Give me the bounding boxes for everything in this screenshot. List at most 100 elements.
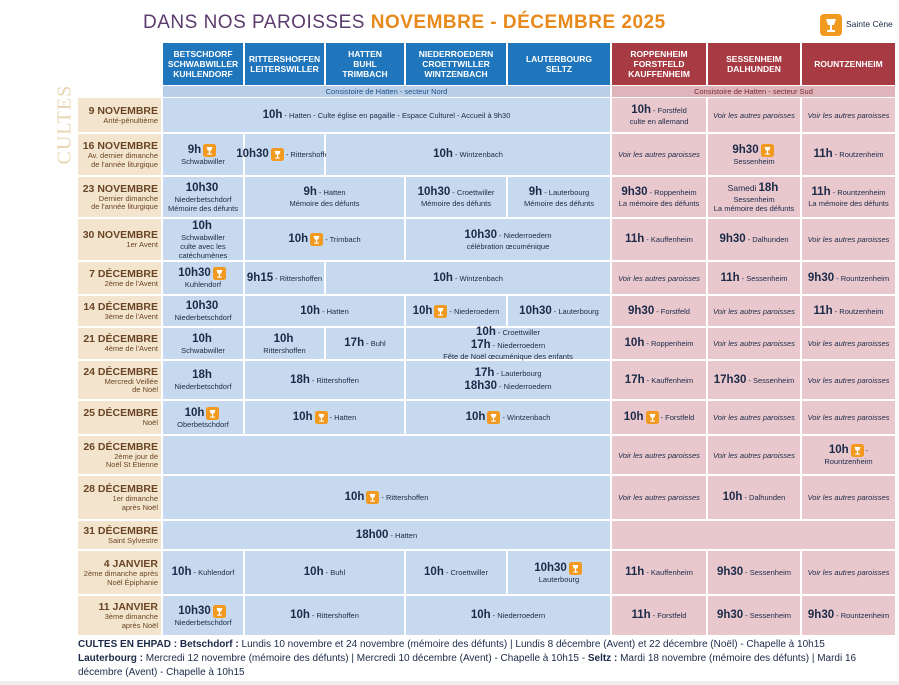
service-cell: 17h - Lauterbourg 18h30- Niederroedern — [406, 361, 610, 399]
service-time: 10h — [433, 271, 453, 284]
service-time: 18h — [290, 373, 310, 386]
date-sub: de l'année liturgique — [91, 202, 158, 211]
date-sub: 4ème de l'Avent — [104, 344, 158, 354]
service-cell: 9h30 Sessenheim — [708, 134, 800, 175]
date-sub: Av. dernier dimanche — [87, 151, 158, 160]
date-cell: 4 JANVIER 2ème dimanche après Noël Épiphan… — [78, 551, 161, 594]
service-time: 10h — [828, 444, 849, 456]
title-main: DANS NOS PAROISSES — [143, 12, 365, 33]
service-entry: 9h30- Forstfeld — [628, 305, 690, 318]
date-sub: 2ème de l'Avent — [104, 278, 158, 288]
service-note: Lauterbourg — [538, 574, 580, 584]
service-note: Schwabwiller — [181, 156, 225, 166]
service-place: - Hatten — [329, 413, 357, 422]
service-entry: 10h - Wintzenbach — [433, 272, 503, 285]
service-cell: 9h30- Roppenheim La mémoire des défunts — [612, 177, 706, 217]
date: 30 NOVEMBRE — [82, 229, 158, 242]
service-entry: 10h30 — [186, 300, 221, 313]
service-cell: 10h Schwabwiller — [163, 328, 243, 359]
service-entry: 17h - Buhl — [344, 337, 385, 350]
header-line: KAUFFENHEIM — [628, 69, 690, 79]
service-note: Schwabwiller — [181, 232, 225, 242]
cene-icon — [206, 406, 220, 420]
service-cell: Voir les autres paroisses — [802, 476, 895, 519]
cene-icon — [645, 411, 659, 424]
service-time: 17h — [344, 337, 365, 349]
column-header: BETSCHDORF SCHWABWILLER KUHLENDORF — [163, 43, 243, 85]
date-sub: de Noël — [132, 385, 158, 394]
sector-band: Consistoire de Hatten - secteur Nord — [163, 86, 610, 97]
see-other: Voir les autres paroisses — [713, 339, 795, 348]
service-note: Mémoire des défunts — [167, 203, 239, 213]
see-other: Voir les autres paroisses — [807, 110, 890, 120]
service-cell: 11h - Kauffenheim — [612, 219, 706, 260]
service-entry: 9h - Hatten — [303, 186, 345, 199]
column-header: SESSENHEIM DALHUNDEN — [708, 43, 800, 85]
date: 31 DÉCEMBRE — [83, 524, 158, 537]
see-other: Voir les autres paroisses — [807, 568, 890, 577]
service-time: 9h30 — [716, 609, 744, 621]
service-cell: 10h - Wintzenbach — [406, 401, 610, 434]
service-entry: 18h30- Niederroedern — [464, 380, 551, 393]
service-entry: 10h30 — [534, 561, 584, 575]
cene-icon — [568, 561, 582, 575]
service-time: 10h — [631, 104, 652, 116]
see-other: Voir les autres paroisses — [807, 235, 890, 244]
service-note: Niederbetschdorf — [174, 617, 232, 627]
service-cell: 10h30 Niederbetschdorf Mémoire des défunts — [163, 177, 243, 217]
header-line: CROETTWILLER — [422, 59, 490, 69]
service-entry: 9h — [188, 143, 218, 157]
cene-icon — [850, 444, 864, 457]
header-line: ROUNTZENHEIM — [814, 59, 883, 69]
header-line: SELTZ — [545, 64, 573, 74]
see-other: Voir les autres paroisses — [618, 273, 700, 283]
service-place: - Kuhlendorf — [193, 568, 235, 577]
service-place: - Buhl — [366, 339, 386, 348]
service-cell: 10h - Rittershoffen — [245, 596, 404, 635]
service-entry: 9h30- Sessenheim — [717, 566, 791, 579]
service-entry: 10h - Niederroedern — [471, 609, 545, 622]
service-cell: 10h - Forstfeld — [612, 401, 706, 434]
date-cell: 7 DÉCEMBRE 2ème de l'Avent — [78, 262, 161, 294]
service-place: - Sessenheim — [748, 375, 795, 385]
title-period: NOVEMBRE - DÉCEMBRE 2025 — [370, 12, 666, 33]
service-entry: 10h — [192, 333, 214, 346]
service-cell: 10h - Buhl — [245, 551, 404, 594]
date-sub: de l'année liturgique — [91, 159, 158, 169]
header-line: FORSTFELD — [633, 59, 685, 69]
service-entry: 9h30- Sessenheim — [717, 609, 791, 622]
service-place: - Kauffenheim — [646, 568, 693, 577]
service-time: 17h30 — [713, 373, 747, 386]
service-note: Niederbetschdorf — [174, 313, 232, 322]
service-time: 11h — [625, 233, 645, 245]
service-place: - Hatten — [318, 188, 346, 197]
service-entry: 17h - Kauffenheim — [625, 374, 693, 387]
service-entry: 10h - Wintzenbach — [433, 148, 503, 161]
cene-icon — [203, 143, 217, 157]
title: DANS NOS PAROISSES NOVEMBRE - DÉCEMBRE 2… — [143, 12, 666, 34]
service-place: - Rittershoffen — [285, 150, 333, 159]
service-cell: 10h30- Lauterbourg — [508, 296, 610, 326]
service-entry: 11h - Kauffenheim — [625, 233, 693, 246]
service-place: - Sessenheim — [741, 273, 788, 283]
service-time: 10h — [192, 219, 212, 232]
service-place: - Wintzenbach — [454, 150, 503, 159]
header-line: WINTZENBACH — [424, 69, 488, 79]
service-cell: 11h - Kauffenheim — [612, 551, 706, 594]
column-header: ROPPENHEIM FORSTFELD KAUFFENHEIM — [612, 43, 706, 85]
header-line: LEITERSWILLER — [250, 64, 319, 74]
service-time: 10h — [288, 233, 309, 245]
service-entry: 9h30- Roppenheim — [621, 186, 696, 199]
service-cell: 11h - Routzenheim — [802, 296, 895, 326]
date-cell: 31 DÉCEMBRE Saint Sylvestre — [78, 521, 161, 549]
service-cell: 10h - Hatten - Culte église en pagaille -… — [163, 98, 610, 132]
service-cell: Voir les autres paroisses — [802, 219, 895, 260]
service-time: 10h — [292, 411, 313, 423]
service-entry: 10h — [185, 406, 222, 420]
service-place: - Lauterbourg — [496, 369, 542, 378]
see-other: Voir les autres paroisses — [807, 339, 890, 348]
service-time: 9h30 — [628, 304, 655, 317]
service-entry: 10h - Forstfeld — [624, 411, 694, 424]
service-time: 18h30 — [464, 380, 498, 392]
service-note: Schwabwiller — [181, 345, 225, 355]
